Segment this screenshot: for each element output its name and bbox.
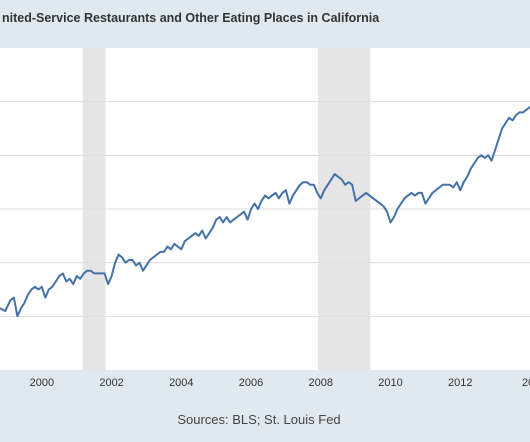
sources-note: Sources: BLS; St. Louis Fed xyxy=(177,412,340,427)
x-tick-label: 2002 xyxy=(99,377,123,389)
x-tick-label: 2010 xyxy=(378,377,402,389)
x-tick-label: 2012 xyxy=(448,377,472,389)
x-tick-label: 2000 xyxy=(30,377,54,389)
x-tick-label: 2004 xyxy=(169,377,193,389)
grid-lines xyxy=(0,101,530,317)
chart-title: nited-Service Restaurants and Other Eati… xyxy=(2,11,380,25)
x-tick-label: 2008 xyxy=(309,377,333,389)
x-tick-label: 20 xyxy=(522,377,530,389)
x-axis-tick-labels: 2000 2002 2004 2006 2008 2010 2012 20 xyxy=(30,377,530,389)
x-tick-label: 2006 xyxy=(239,377,263,389)
series-line xyxy=(0,106,530,318)
